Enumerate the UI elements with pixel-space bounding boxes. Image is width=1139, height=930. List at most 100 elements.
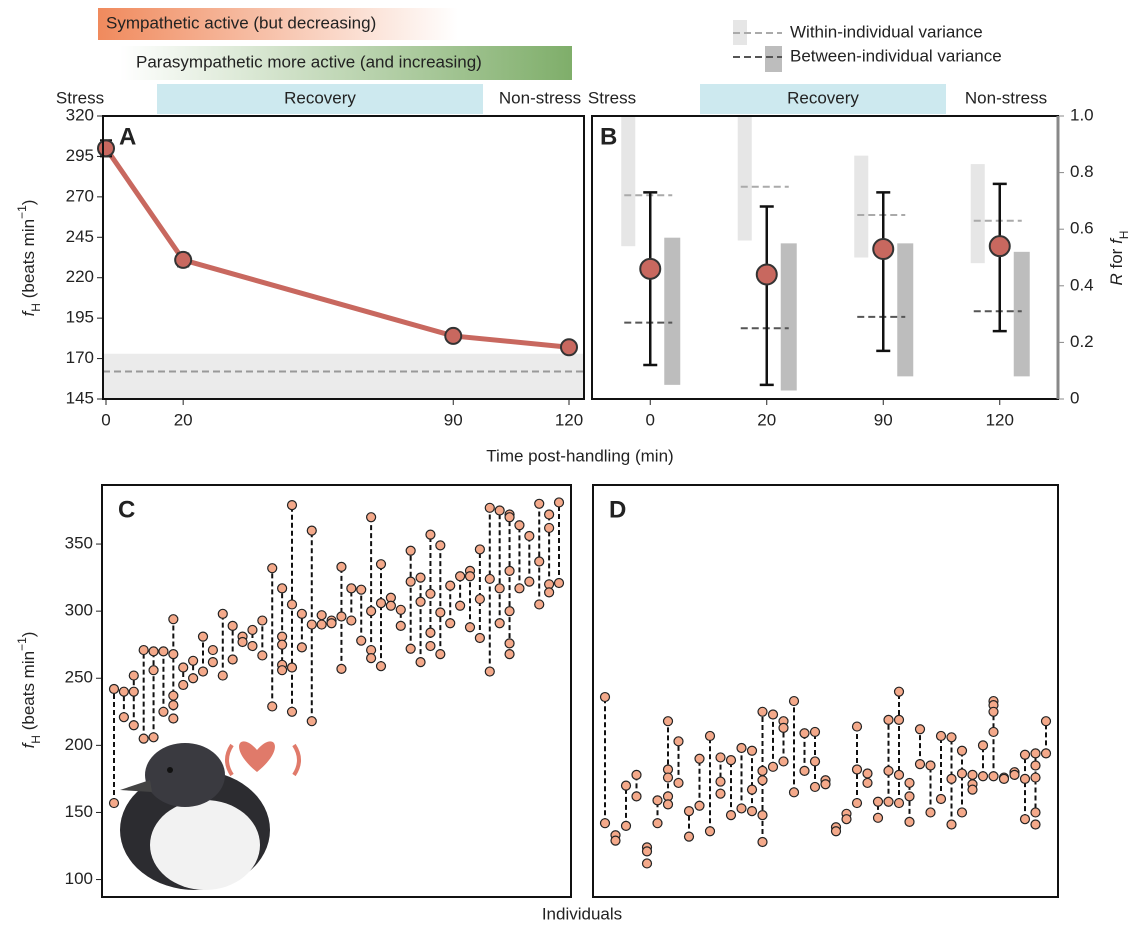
dot: [286, 500, 298, 511]
dot: [306, 525, 317, 536]
dot: [662, 772, 674, 783]
y-axis-label-part: (beats min: [19, 651, 38, 735]
reference-band: [103, 353, 584, 399]
dot: [715, 788, 726, 799]
dot: [620, 820, 632, 831]
dot: [385, 600, 396, 611]
point: [639, 257, 662, 280]
dot: [415, 657, 426, 668]
panel-letter: C: [118, 496, 135, 523]
dot: [455, 600, 466, 611]
dot: [977, 771, 989, 782]
dot: [138, 733, 149, 744]
dot: [277, 583, 288, 594]
y-tick-label: 0.6: [1070, 219, 1094, 238]
x-tick-label: 0: [101, 410, 110, 429]
x-tick-label: 120: [986, 410, 1014, 429]
y-tick-label: 295: [66, 146, 94, 165]
dot: [108, 797, 120, 809]
dot: [415, 572, 426, 583]
dot: [904, 791, 915, 802]
dot: [128, 720, 139, 731]
ci-bar: [876, 191, 891, 353]
y-tick-label: 1.0: [1070, 105, 1094, 124]
dot: [336, 611, 347, 622]
dot: [956, 745, 968, 756]
dot: [746, 784, 758, 795]
dot: [893, 769, 905, 780]
dot: [778, 722, 789, 734]
dot: [118, 686, 129, 697]
dot: [610, 835, 621, 846]
dot: [405, 643, 416, 654]
dot: [336, 561, 347, 572]
variance-bar: [970, 164, 985, 264]
dot: [872, 812, 884, 823]
dot: [168, 648, 179, 660]
sympathetic-bar: [98, 8, 458, 40]
plot-frame: [592, 484, 1059, 898]
y-axis-label-part: ): [19, 632, 38, 638]
dot: [504, 648, 515, 660]
dot: [366, 653, 377, 664]
dot: [946, 732, 957, 743]
phase-label: Stress: [588, 88, 636, 107]
dot: [1040, 748, 1052, 759]
dot: [956, 768, 968, 779]
dot: [1040, 716, 1052, 727]
dot: [757, 765, 768, 776]
dot: [484, 573, 495, 585]
line: [103, 146, 570, 350]
dot: [599, 818, 611, 829]
dot: [356, 584, 367, 595]
dot: [247, 624, 258, 636]
dot: [1030, 772, 1041, 783]
dot: [464, 571, 476, 582]
y-axis-label-part: H: [29, 303, 43, 312]
dot: [188, 673, 199, 684]
dot: [746, 745, 758, 756]
x-tick-label: 90: [874, 410, 893, 429]
dot: [534, 556, 545, 567]
y-axis-label-part: −1: [15, 637, 29, 651]
dot: [267, 701, 278, 712]
dot: [227, 654, 238, 665]
x-axis-label: Individuals: [542, 904, 622, 923]
dot: [168, 699, 179, 711]
dot: [757, 836, 768, 848]
phase-label: Recovery: [787, 88, 859, 107]
dot: [148, 665, 159, 676]
dot: [631, 791, 642, 802]
dot: [445, 618, 456, 629]
dot: [893, 714, 905, 725]
dot: [504, 512, 515, 523]
dot: [673, 777, 684, 789]
point: [872, 238, 895, 261]
dot: [435, 607, 446, 618]
dot: [757, 706, 768, 717]
y-axis-label: fH (beats min−1): [15, 200, 43, 317]
y-axis-label-part: H: [1117, 231, 1131, 240]
dot: [956, 807, 968, 818]
dot: [286, 599, 298, 610]
dot: [641, 858, 653, 869]
dot: [366, 606, 377, 617]
dot: [484, 666, 495, 677]
dot: [673, 736, 684, 747]
ci-bar: [759, 205, 774, 387]
dot: [425, 640, 436, 652]
dot: [715, 776, 726, 787]
dot: [553, 497, 565, 508]
variance-bar: [621, 116, 636, 247]
dot: [197, 666, 209, 677]
dot: [935, 793, 947, 805]
variance-bar: [854, 155, 869, 258]
dot: [1019, 773, 1031, 785]
dot: [893, 686, 905, 697]
dot: [474, 632, 485, 644]
dot: [851, 797, 863, 809]
dot: [746, 806, 758, 817]
point: [444, 326, 463, 345]
annotation: Sympathetic active (but decreasing): [106, 13, 376, 32]
dot: [346, 583, 357, 594]
